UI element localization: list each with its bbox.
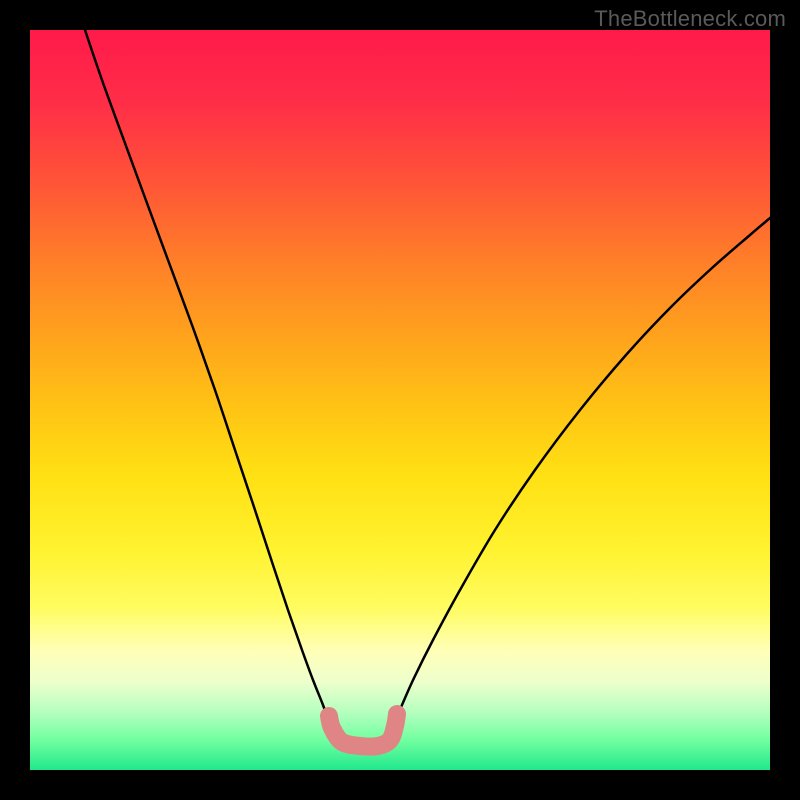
plot-area [30, 30, 770, 770]
curve-right-branch [395, 218, 770, 722]
curve-layer [30, 30, 770, 770]
curve-left-branch [85, 30, 329, 722]
bottom-marker [329, 714, 397, 747]
watermark-text: TheBottleneck.com [594, 6, 786, 32]
